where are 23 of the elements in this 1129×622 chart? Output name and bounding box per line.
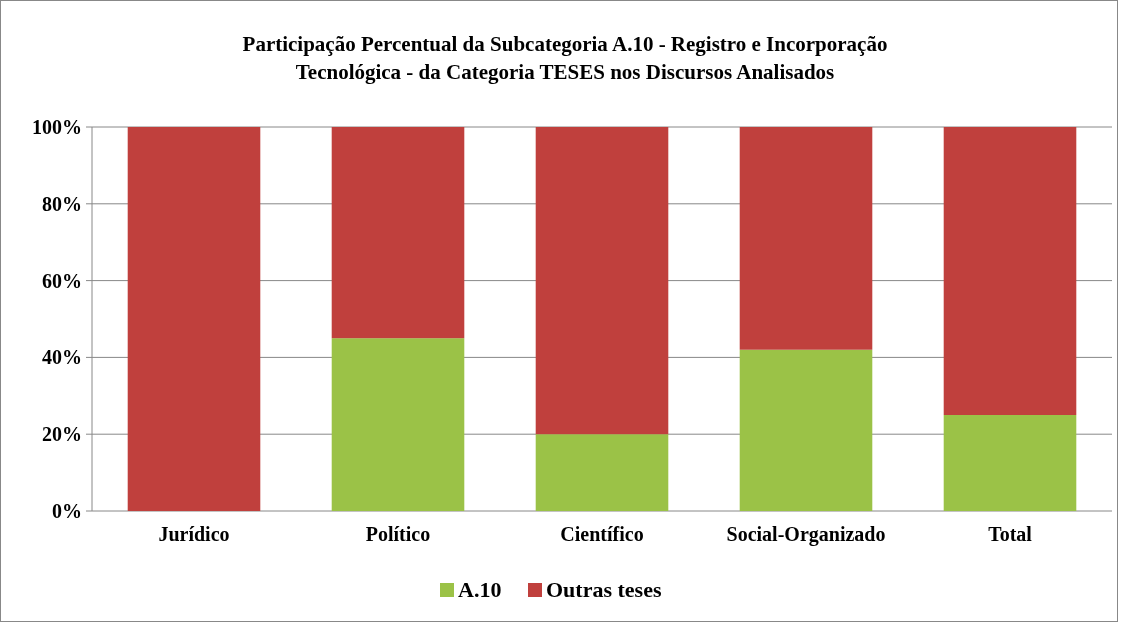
y-tick-label: 0%	[52, 500, 82, 522]
x-tick-label: Científico	[560, 523, 644, 545]
bar	[535, 127, 669, 435]
bar	[127, 127, 261, 511]
bar	[331, 127, 465, 339]
x-tick-label: Jurídico	[158, 523, 230, 545]
y-tick-label: 60%	[42, 269, 82, 292]
legend-label: Outras teses	[546, 577, 662, 602]
x-tick-label: Total	[988, 523, 1033, 545]
y-tick-label: 100%	[32, 116, 82, 138]
bar	[943, 415, 1077, 511]
bar	[739, 349, 873, 511]
legend-label: A.10	[458, 577, 502, 602]
x-tick-label: Social-Organizado	[726, 523, 886, 546]
chart-title: Participação Percentual da Subcategoria A.10 - Registro e Incorporação Tecnológica - da Categoria TESES nos Discursos Analisados	[242, 32, 888, 84]
y-tick-label: 40%	[42, 346, 82, 369]
bar	[331, 338, 465, 511]
bar	[739, 127, 873, 350]
x-tick-label: Político	[365, 523, 431, 545]
y-tick-label: 20%	[42, 423, 82, 446]
y-tick-label: 80%	[42, 192, 82, 215]
bar	[535, 434, 669, 511]
bar	[943, 127, 1077, 415]
